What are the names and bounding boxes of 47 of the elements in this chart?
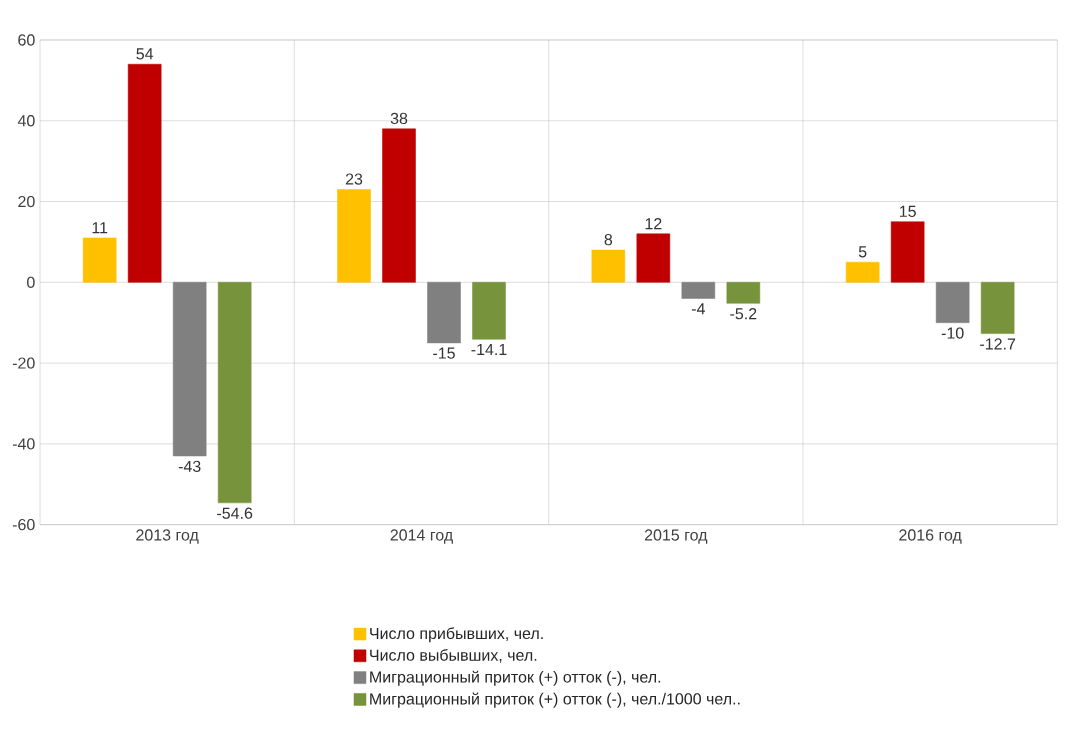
- y-tick-label: 20: [18, 195, 35, 208]
- bar: [172, 282, 207, 457]
- x-tick-label: 2014 год: [390, 529, 453, 544]
- bar: [382, 128, 416, 283]
- bar: [890, 221, 925, 283]
- data-label: 12: [645, 217, 662, 230]
- legend-label: Миграционный приток (+) отток (-), чел./1000 чел..: [370, 692, 740, 708]
- legend-label: Число прибывших, чел.: [370, 627, 543, 643]
- data-label: 5: [858, 246, 867, 258]
- y-tick-label: -20: [12, 357, 35, 369]
- data-label: -12.7: [980, 338, 1016, 350]
- data-label: -10: [941, 327, 964, 339]
- bar: [127, 63, 162, 283]
- x-tick-label: 2016 год: [899, 529, 962, 544]
- data-label: 23: [345, 173, 363, 185]
- y-tick-label: 0: [27, 276, 35, 288]
- data-label: -43: [178, 460, 201, 473]
- data-label: 11: [92, 222, 108, 234]
- data-label: -54.6: [217, 507, 253, 519]
- bar: [681, 282, 716, 299]
- data-label: 54: [136, 48, 154, 60]
- data-label: 15: [899, 205, 916, 218]
- y-tick-label: -40: [12, 438, 35, 450]
- legend-label: Миграционный приток (+) отток (-), чел.: [370, 670, 661, 686]
- y-tick-label: 40: [17, 115, 35, 127]
- bar: [82, 237, 117, 283]
- y-tick-label: -60: [12, 518, 35, 531]
- bar: [935, 282, 970, 323]
- bar: [472, 282, 506, 340]
- bar: [217, 282, 252, 504]
- data-label: -14.1: [471, 343, 507, 355]
- data-label: -4: [691, 303, 705, 315]
- bar: [591, 249, 626, 283]
- data-label: 38: [390, 112, 408, 125]
- bar: [337, 189, 371, 283]
- data-label: -5.2: [730, 308, 757, 320]
- data-label: 8: [604, 233, 613, 246]
- bar: [427, 282, 461, 344]
- x-tick-label: 2013 год: [136, 529, 199, 544]
- bar: [980, 282, 1015, 334]
- x-tick-label: 2015 год: [644, 529, 708, 544]
- data-label: -15: [433, 347, 455, 359]
- legend-label: Число выбывших, чел.: [370, 648, 537, 663]
- bar: [726, 282, 761, 304]
- y-tick-label: 60: [18, 34, 35, 46]
- bar: [636, 233, 671, 283]
- bar: [845, 261, 880, 283]
